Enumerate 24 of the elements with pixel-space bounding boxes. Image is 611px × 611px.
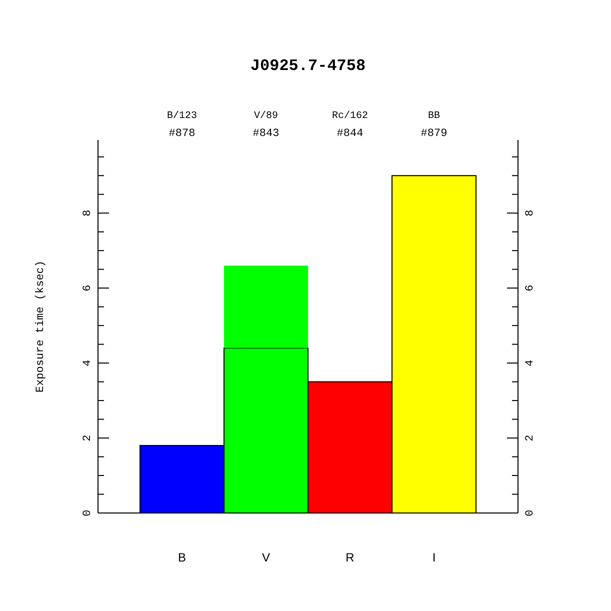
y-tick-label: 8 <box>82 210 94 216</box>
x-tick-label: I <box>432 550 436 565</box>
y2-tick-label: 8 <box>524 210 536 216</box>
annotation: #878 <box>168 128 196 140</box>
text: V/89 <box>254 110 278 122</box>
text: BB <box>428 111 440 122</box>
y2-tick-label: 6 <box>524 284 536 292</box>
chart-title: J0925.7-4758 <box>250 57 366 75</box>
y-tick-label: 0 <box>82 510 94 516</box>
x-tick-label: R <box>346 550 355 565</box>
text: Rc/162 <box>332 110 368 122</box>
x-tick-label: V <box>262 550 270 565</box>
y2-tick-label: 0 <box>524 510 536 516</box>
text: B/123 <box>166 110 198 122</box>
x-tick-label: B <box>178 550 186 565</box>
y2-tick-label: 4 <box>524 359 536 366</box>
annotation: #843 <box>252 128 280 140</box>
y-tick-label: 6 <box>82 284 94 292</box>
y-axis-title: Exposure time (ksec) <box>34 260 47 393</box>
annotation: #844 <box>336 128 364 140</box>
y-tick-label: 4 <box>82 359 94 366</box>
y2-tick-label: 2 <box>524 434 536 442</box>
annotation: #879 <box>420 128 448 140</box>
y-tick-label: 2 <box>82 434 94 442</box>
